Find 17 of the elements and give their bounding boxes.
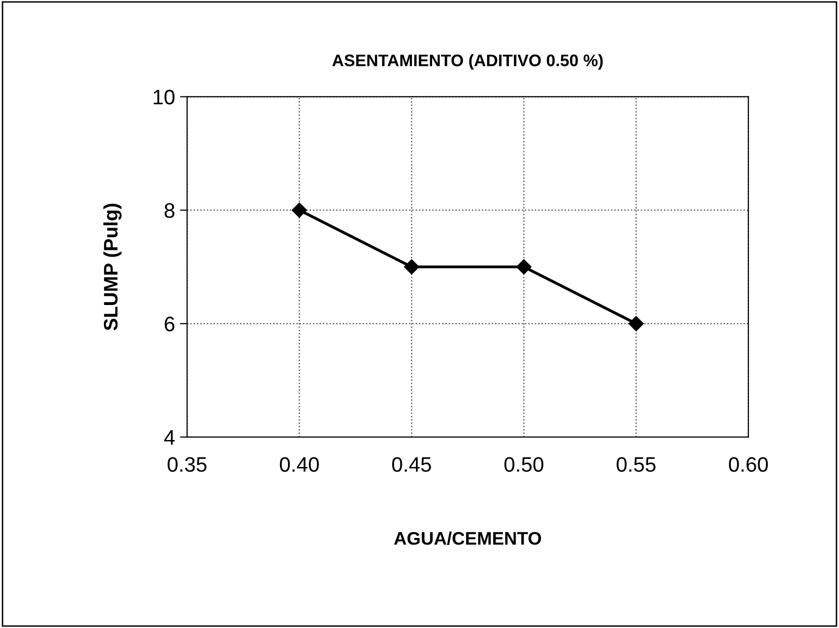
x-tick-label: 0.60 xyxy=(728,457,768,472)
x-axis-title: AGUA/CEMENTO xyxy=(394,532,542,545)
y-tick-label: 4 xyxy=(164,430,175,445)
chart-title: ASENTAMIENTO (ADITIVO 0.50 %) xyxy=(332,54,603,70)
y-tick-label: 8 xyxy=(164,203,174,218)
x-tick-label: 0.55 xyxy=(616,457,656,472)
point xyxy=(404,259,420,274)
y-tick-label: 6 xyxy=(164,316,174,332)
y-axis-title: SLUMP (Pulg) xyxy=(103,204,122,330)
point xyxy=(516,259,532,274)
point xyxy=(292,202,307,218)
y-tick-label: 10 xyxy=(154,90,174,104)
x-tick-label: 0.40 xyxy=(280,457,319,472)
x-tick-label: 0.45 xyxy=(392,457,432,472)
x-tick-label: 0.35 xyxy=(168,457,206,472)
point xyxy=(628,316,644,332)
x-tick-label: 0.50 xyxy=(504,457,544,472)
